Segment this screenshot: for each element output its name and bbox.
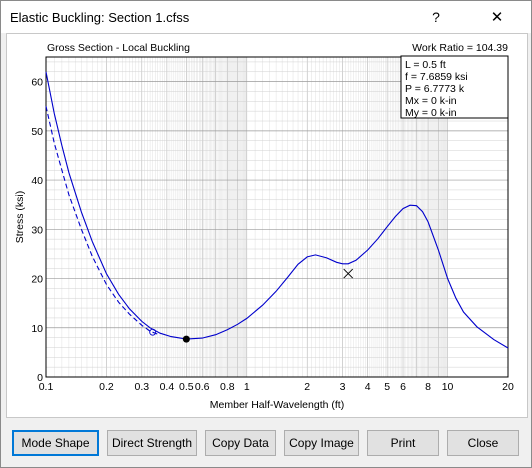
direct-strength-button[interactable]: Direct Strength <box>107 430 197 456</box>
x-tick-label: 5 <box>384 381 390 393</box>
info-box-frame <box>400 55 509 119</box>
y-tick-label: 10 <box>31 323 43 335</box>
close-button[interactable]: Close <box>447 430 519 456</box>
copy-data-button[interactable]: Copy Data <box>205 430 276 456</box>
print-button[interactable]: Print <box>367 430 439 456</box>
button-row: Mode Shape Direct Strength Copy Data Cop… <box>1 421 531 467</box>
x-marker <box>343 268 354 279</box>
buckling-curve <box>45 71 509 349</box>
info-length: L = 0.5 ft <box>405 59 446 71</box>
x-tick-label: 0.2 <box>99 381 114 393</box>
close-window-button[interactable]: ✕ <box>475 1 519 33</box>
x-axis-label: Member Half-Wavelength (ft) <box>210 399 344 411</box>
x-tick-label: 1 <box>244 381 250 393</box>
plot-frame <box>45 56 509 378</box>
y-tick-labels: 0 10 20 30 40 50 60 <box>31 77 43 384</box>
x-tick-label: 4 <box>365 381 371 393</box>
info-stress: f = 7.6859 ksi <box>405 71 468 83</box>
plot-panel: Gross Section - Local Buckling Work Rati… <box>6 33 528 418</box>
window-title: Elastic Buckling: Section 1.cfss <box>10 10 190 25</box>
y-tick-label: 40 <box>31 175 43 187</box>
x-tick-labels: 0.1 0.2 0.3 0.4 0.5 0.6 0.8 1 2 3 4 5 6 8 10 20 <box>39 381 514 393</box>
close-icon: ✕ <box>490 9 504 26</box>
work-ratio-label: Work Ratio = 104.39 <box>412 42 508 54</box>
x-tick-label: 10 <box>442 381 454 393</box>
series-layer <box>45 71 509 349</box>
x-tick-label: 0.4 <box>160 381 175 393</box>
y-tick-label: 20 <box>31 274 43 286</box>
info-my: My = 0 k-in <box>405 107 457 119</box>
minor-grid <box>45 57 509 377</box>
x-tick-label: 6 <box>400 381 406 393</box>
info-load: P = 6.7773 k <box>405 83 465 95</box>
dashed-curve <box>45 106 161 336</box>
selected-point-marker <box>182 335 190 343</box>
x-tick-label: 0.8 <box>220 381 235 393</box>
minimum-point-marker <box>149 328 157 336</box>
buckling-curve-chart: Gross Section - Local Buckling Work Rati… <box>14 42 514 411</box>
help-button[interactable]: ? <box>414 1 458 33</box>
y-tick-label: 60 <box>31 77 43 89</box>
major-grid <box>46 81 508 378</box>
marker-layer <box>149 268 354 343</box>
x-tick-label: 2 <box>304 381 310 393</box>
x-tick-label: 0.5 <box>179 381 194 393</box>
y-tick-label: 0 <box>37 372 43 384</box>
x-tick-label: 0.1 <box>39 381 54 393</box>
info-box: L = 0.5 ft f = 7.6859 ksi P = 6.7773 k M… <box>400 55 509 119</box>
help-icon: ? <box>432 9 440 25</box>
y-tick-label: 30 <box>31 224 43 236</box>
x-tick-label: 3 <box>340 381 346 393</box>
title-bar: Elastic Buckling: Section 1.cfss ? ✕ <box>1 1 531 33</box>
x-tick-label: 8 <box>425 381 431 393</box>
x-tick-label: 0.6 <box>195 381 210 393</box>
info-mx: Mx = 0 k-in <box>405 95 457 107</box>
y-tick-label: 50 <box>31 126 43 138</box>
mode-shape-button[interactable]: Mode Shape <box>12 430 99 456</box>
x-tick-label: 0.3 <box>134 381 149 393</box>
y-axis-label: Stress (ksi) <box>14 191 26 244</box>
x-tick-label: 20 <box>502 381 514 393</box>
chart-title: Gross Section - Local Buckling <box>47 42 190 54</box>
x-marker-stroke <box>343 268 354 279</box>
copy-image-button[interactable]: Copy Image <box>284 430 359 456</box>
